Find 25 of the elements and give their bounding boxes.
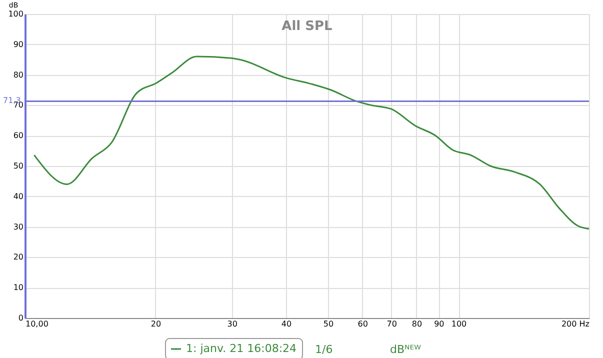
y-tick-label: 20 xyxy=(13,252,24,262)
x-tick-label: 10,00 xyxy=(26,320,48,328)
x-tick-label: 80 xyxy=(412,320,422,328)
x-tick-label: 40 xyxy=(281,320,292,328)
y-tick-label: 90 xyxy=(13,40,24,49)
x-tick-label: 60 xyxy=(358,320,368,328)
text: dBᴺᴱᵂ xyxy=(390,343,422,356)
x-tick-label: 50 xyxy=(323,320,334,328)
x-tick-label: 200 Hz xyxy=(561,320,590,328)
y-tick-label: 50 xyxy=(13,162,24,170)
x-tick-label: 30 xyxy=(227,320,238,328)
y-tick-label: 100 xyxy=(8,10,24,18)
y-tick-label: 10 xyxy=(13,283,24,292)
x-tick-label: 100 xyxy=(451,320,467,328)
y-tick-label: 80 xyxy=(13,70,24,80)
chart-title: All SPL xyxy=(282,19,332,34)
y-tick-label: 40 xyxy=(13,192,24,201)
x-tick-label: 70 xyxy=(386,320,397,328)
x-tick-label: 20 xyxy=(150,320,162,328)
legend-label: 1: janv. 21 16:08:24 xyxy=(186,342,297,355)
x-tick-label: 90 xyxy=(434,320,444,328)
y-tick-label: 60 xyxy=(13,131,24,140)
text: 1/6 xyxy=(315,343,333,356)
y-tick-label: 0 xyxy=(18,314,24,322)
y-tick-label: 30 xyxy=(13,222,24,232)
